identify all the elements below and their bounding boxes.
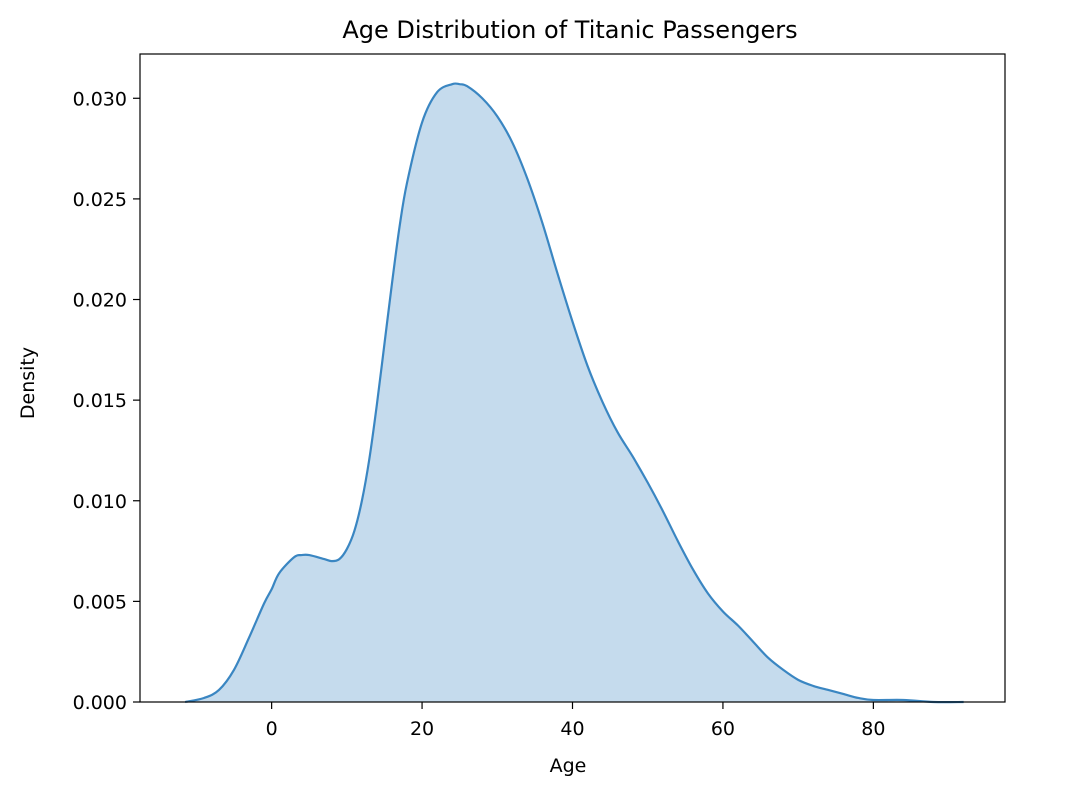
y-tick-label: 0.025 bbox=[73, 189, 127, 211]
x-axis-label: Age bbox=[550, 755, 587, 777]
y-axis-label: Density bbox=[17, 347, 39, 419]
x-tick-label: 40 bbox=[560, 718, 584, 740]
y-tick-label: 0.005 bbox=[73, 591, 127, 613]
y-tick-label: 0.000 bbox=[73, 692, 127, 714]
chart-title: Age Distribution of Titanic Passengers bbox=[342, 16, 797, 44]
plot-area bbox=[184, 82, 964, 704]
x-tick-label: 60 bbox=[711, 718, 735, 740]
y-tick-label: 0.015 bbox=[73, 390, 127, 412]
y-tick-label: 0.030 bbox=[73, 88, 127, 110]
x-axis: 0 20 40 60 80 bbox=[266, 702, 885, 740]
y-tick-label: 0.020 bbox=[73, 290, 127, 312]
x-tick-label: 0 bbox=[266, 718, 278, 740]
x-tick-label: 80 bbox=[861, 718, 885, 740]
x-tick-label: 20 bbox=[410, 718, 434, 740]
y-axis: 0.000 0.005 0.010 0.015 0.020 0.025 0.030 bbox=[73, 88, 140, 714]
density-line bbox=[184, 82, 964, 704]
density-area bbox=[185, 83, 964, 703]
y-tick-label: 0.010 bbox=[73, 491, 127, 513]
